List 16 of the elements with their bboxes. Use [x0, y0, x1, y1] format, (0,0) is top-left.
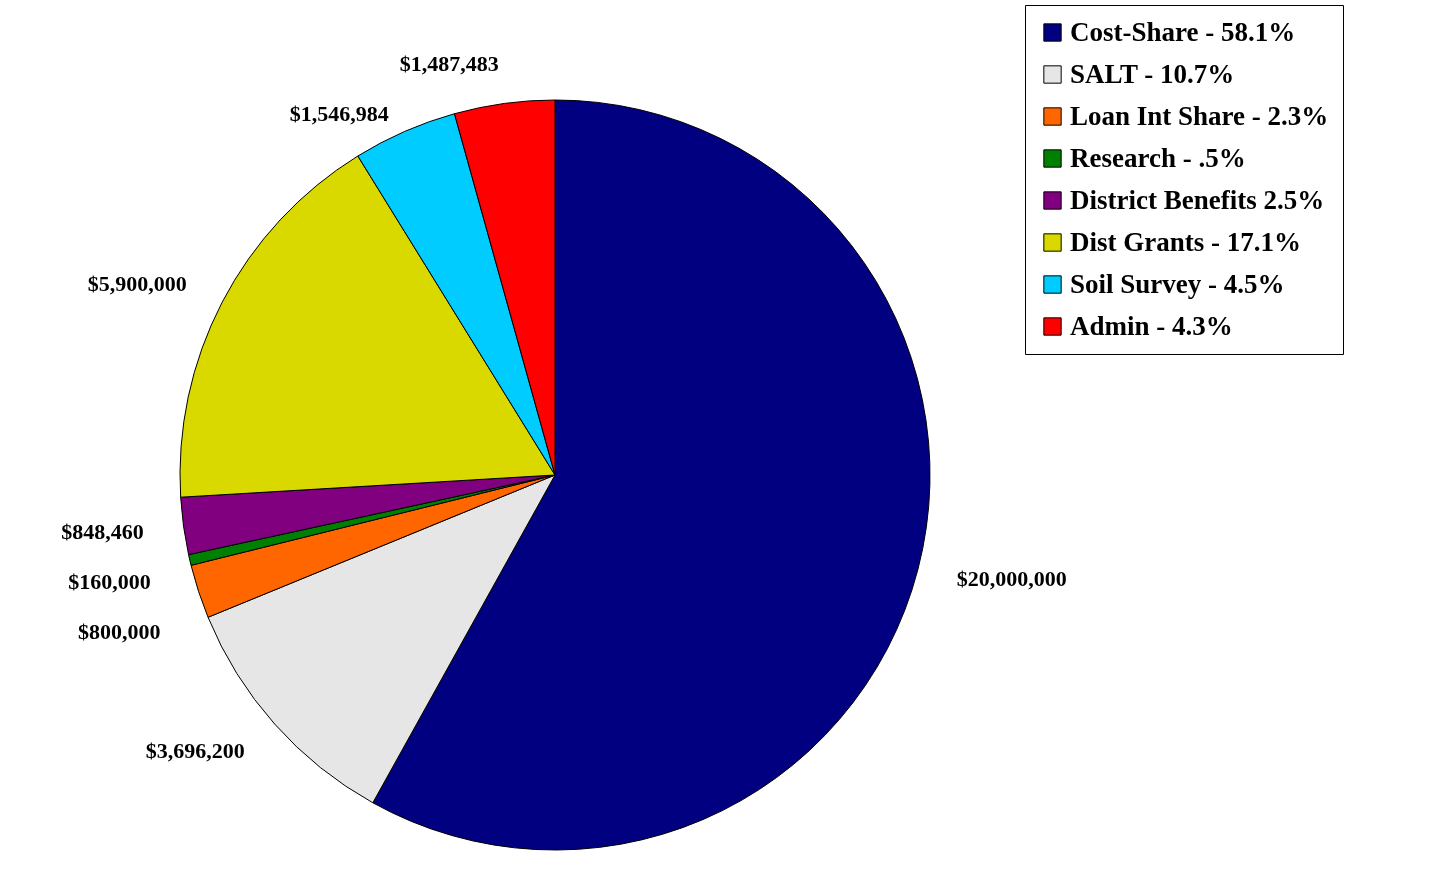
legend-label: SALT - 10.7% — [1070, 58, 1235, 89]
data-label: $160,000 — [68, 568, 151, 594]
data-label: $848,460 — [61, 518, 144, 544]
legend-label: Cost-Share - 58.1% — [1070, 16, 1296, 47]
data-label: $5,900,000 — [87, 270, 187, 296]
data-label: $20,000,000 — [956, 566, 1067, 592]
legend-label: Dist Grants - 17.1% — [1070, 226, 1301, 257]
data-label: $800,000 — [78, 618, 161, 644]
legend-label: Soil Survey - 4.5% — [1070, 268, 1285, 299]
legend-label: Admin - 4.3% — [1070, 310, 1233, 341]
legend-label: Research - .5% — [1070, 142, 1246, 173]
legend-label: District Benefits 2.5% — [1070, 184, 1325, 215]
legend-label: Loan Int Share - 2.3% — [1070, 100, 1329, 131]
data-label: $3,696,200 — [145, 737, 245, 763]
data-label: $1,546,984 — [289, 100, 389, 126]
data-label: $1,487,483 — [399, 50, 499, 76]
